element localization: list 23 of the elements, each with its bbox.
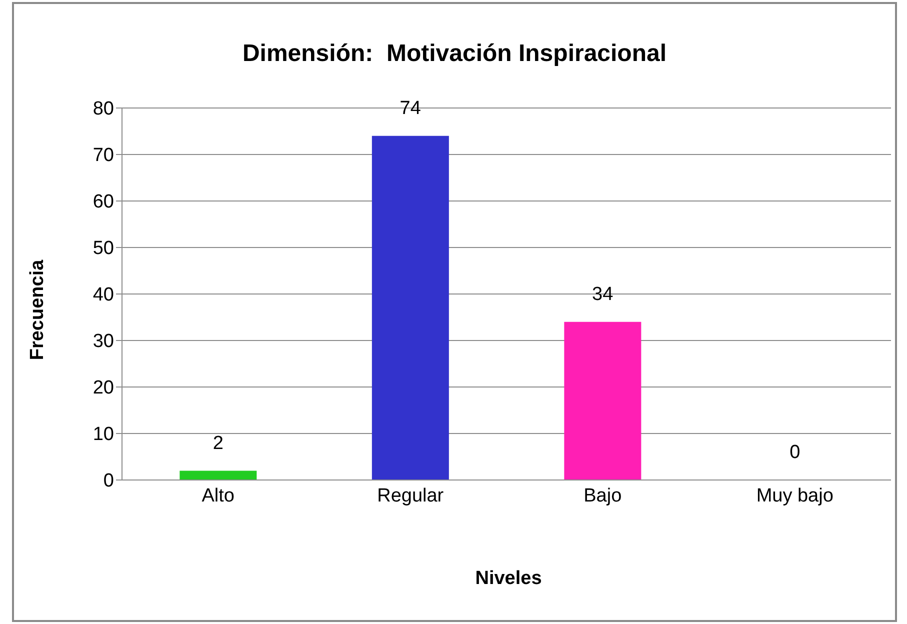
bar bbox=[372, 136, 449, 480]
y-tick-label: 40 bbox=[92, 284, 114, 306]
data-label: 34 bbox=[591, 284, 614, 306]
x-axis-title: Niveles bbox=[474, 568, 543, 590]
x-tick-label: Muy bajo bbox=[756, 485, 834, 506]
y-tick-label: 60 bbox=[92, 192, 114, 213]
y-tick-label: 80 bbox=[92, 98, 114, 120]
x-tick-label: Bajo bbox=[584, 485, 622, 506]
y-axis-title: Frecuencia bbox=[27, 260, 49, 360]
y-tick-label: 50 bbox=[92, 238, 114, 260]
bar bbox=[180, 470, 257, 480]
x-tick-label: Alto bbox=[202, 485, 234, 506]
bar bbox=[564, 322, 642, 480]
x-tick-label: Regular bbox=[377, 485, 444, 506]
y-tick-label: 20 bbox=[92, 378, 114, 399]
data-label: 2 bbox=[212, 432, 224, 455]
data-label: 0 bbox=[788, 442, 802, 464]
y-tick-label: 70 bbox=[92, 145, 114, 166]
y-tick-label: 0 bbox=[103, 470, 114, 492]
chart-title: Dimensión: Motivación Inspiracional bbox=[241, 40, 668, 68]
y-tick-label: 30 bbox=[92, 331, 114, 352]
y-tick-label: 10 bbox=[92, 424, 114, 446]
data-label: 74 bbox=[398, 98, 422, 120]
